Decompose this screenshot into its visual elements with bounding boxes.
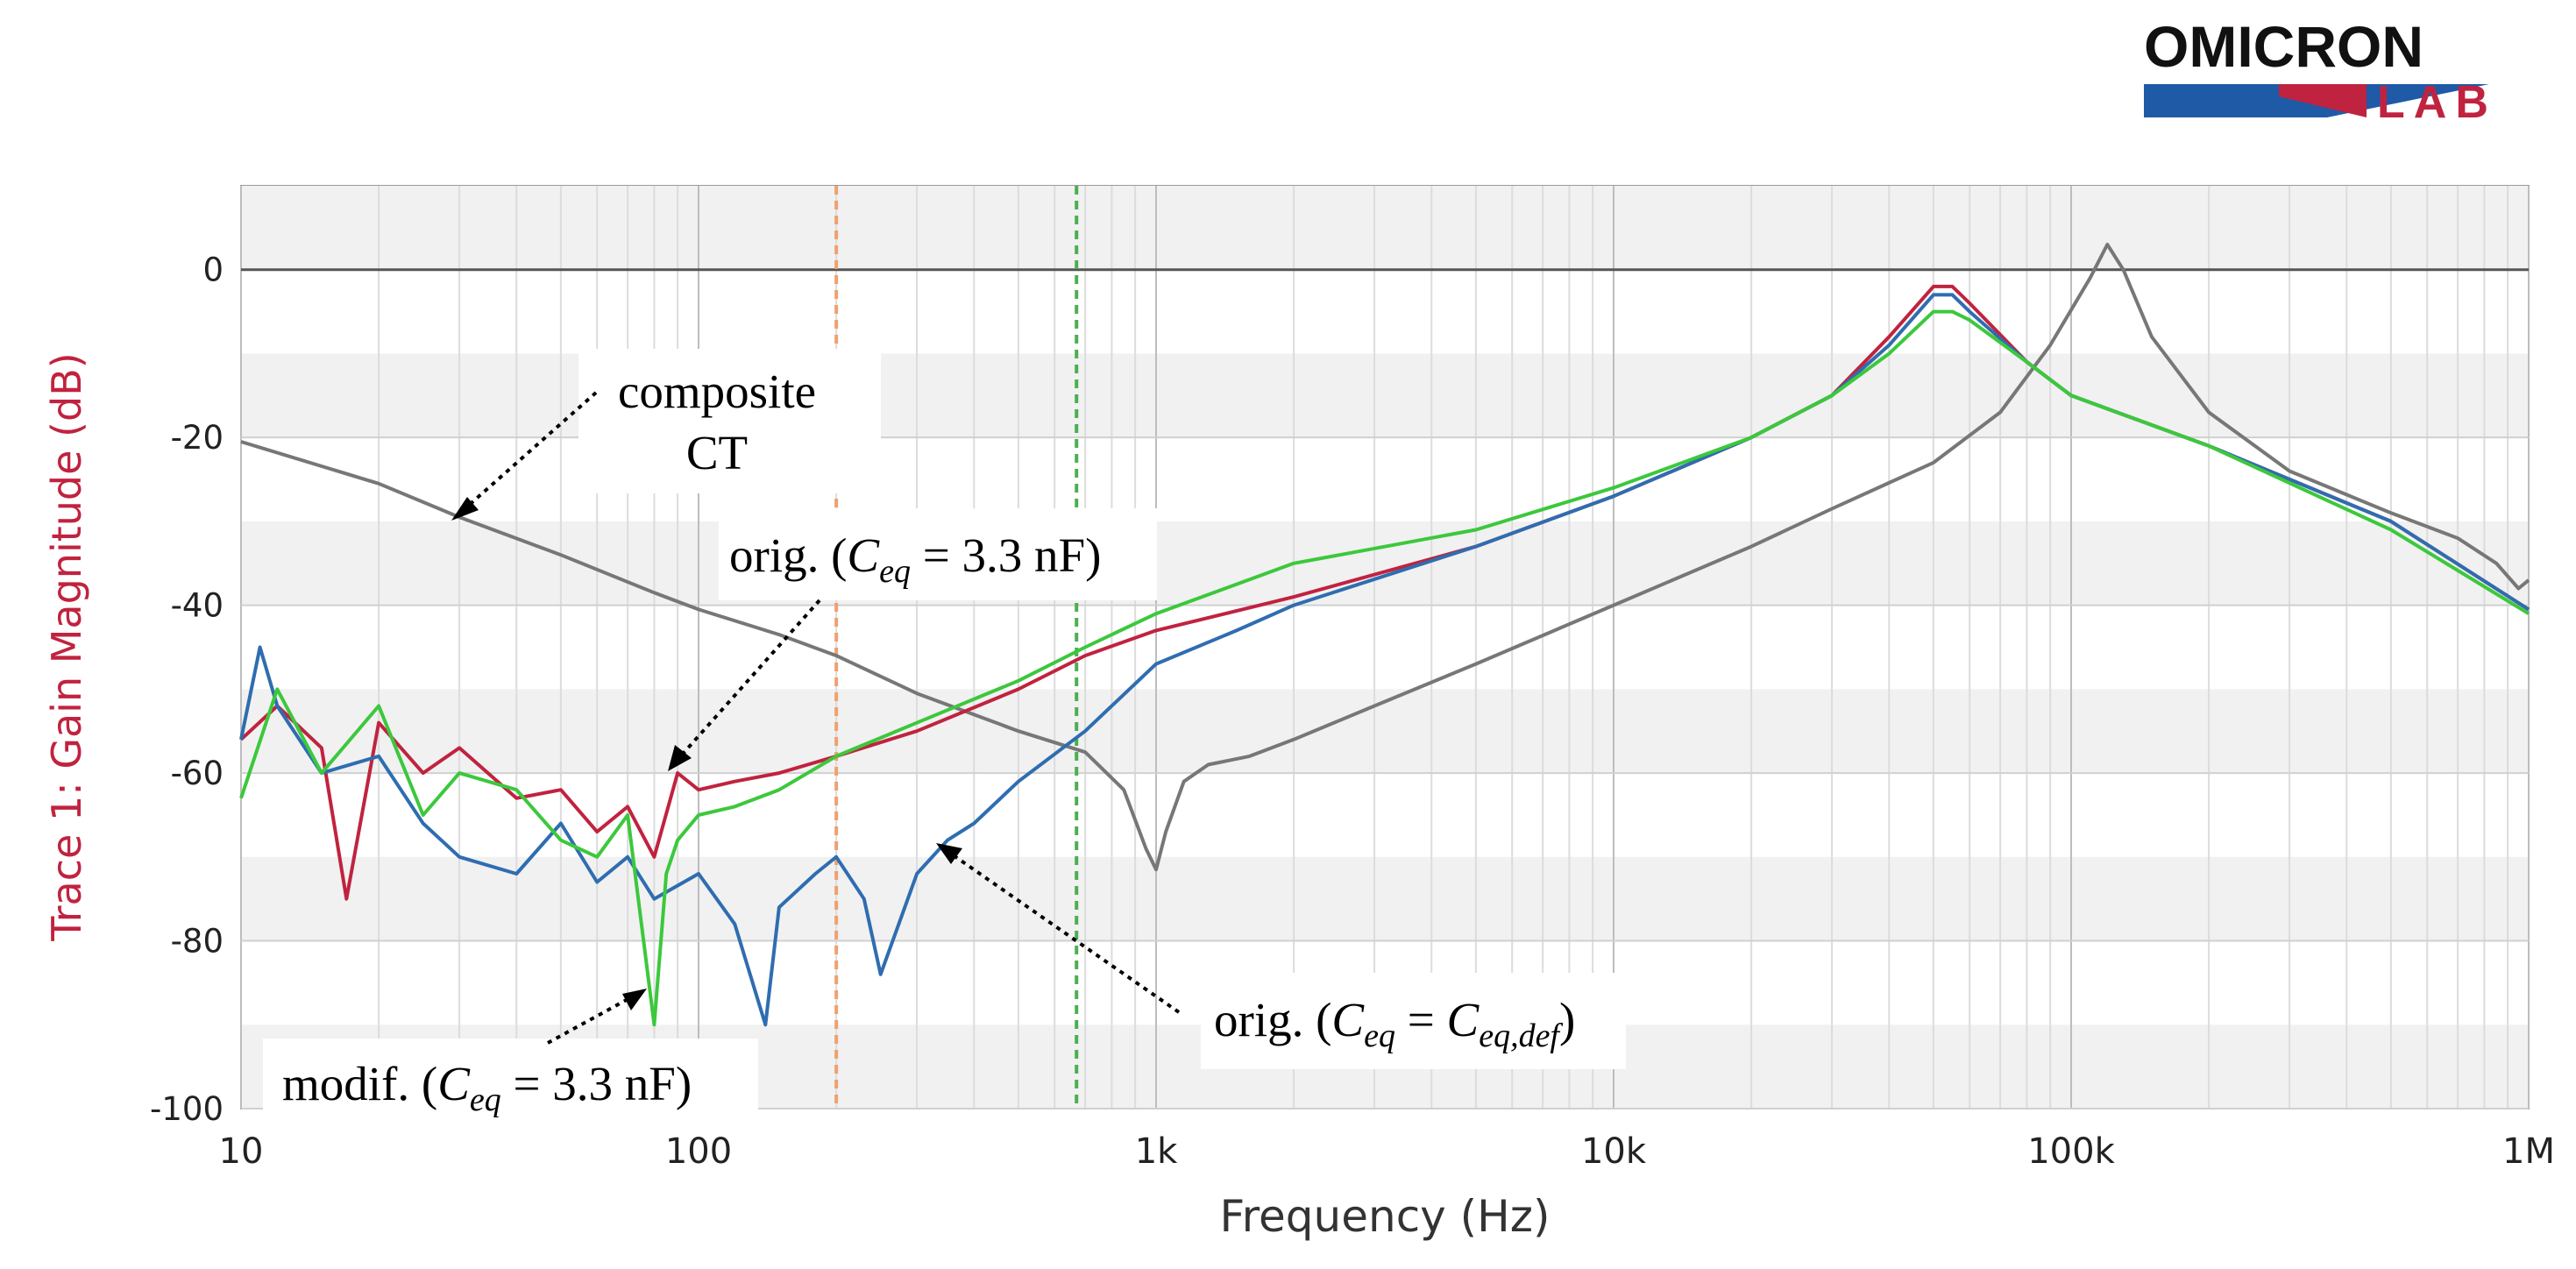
annotation-orig-3-3nf: orig. (Ceq = 3.3 nF) [668,508,1157,771]
x-tick-label: 100k [2027,1131,2115,1172]
plot-background [240,185,2530,1109]
grid-band [241,186,2529,270]
series-group [239,243,2530,1027]
y-tick-label: 0 [202,252,224,289]
arrowhead-icon [451,497,479,521]
annotation-text: orig. (Ceq = 3.3 nF) [729,528,1101,590]
x-tick-label: 10 [219,1131,264,1172]
annotation-composite-ct: composite CT [451,349,881,521]
y-axis-label: Trace 1: Gain Magnitude (dB) [43,352,90,941]
annotation-box [1201,973,1626,1069]
annotation-box [719,508,1157,600]
annotation-text: composite [618,365,816,418]
annotation-arrow [457,391,598,516]
series-line [240,243,2530,872]
y-axis-ticks: 0 -20 -40 -60 -80 -100 [150,252,224,1128]
grid-major [240,186,2530,1109]
y-tick-label: -80 [171,923,224,961]
logo-text-lab: LAB [2377,77,2497,128]
logo-red-band [2279,84,2367,117]
x-axis-ticks: 10 100 1k 10k 100k 1M [219,1131,2555,1172]
y-tick-label: -100 [150,1090,224,1128]
x-tick-label: 10k [1581,1131,1647,1172]
y-tick-label: -60 [171,755,224,792]
cursor-lines [834,186,1079,1109]
annotation-modif-3-3nf: modif. (Ceq = 3.3 nF) [263,989,758,1131]
logo-text-omicron: OMICRON [2144,14,2423,79]
series-line [239,309,2530,1027]
arrowhead-icon [936,843,962,864]
x-axis-label: Frequency (Hz) [1219,1191,1550,1242]
annotation-box [263,1039,758,1131]
x-tick-label: 1M [2502,1131,2555,1172]
arrowhead-icon [622,989,647,1010]
annotation-text: orig. (Ceq = Ceq,def) [1214,993,1575,1054]
annotation-orig-def: orig. (Ceq = Ceq,def) [936,843,1626,1069]
annotation-arrow [547,995,634,1045]
grid-band [241,521,2529,606]
annotation-arrow [675,599,821,762]
plot-area [239,185,2530,1109]
grid-band [241,856,2529,941]
annotation-text: CT [686,426,748,479]
x-tick-label: 1k [1135,1131,1178,1172]
arrowhead-icon [668,745,692,771]
series-line [239,293,2530,1027]
omicron-lab-logo: OMICRON LAB [2144,14,2497,128]
annotation-arrow [947,850,1181,1014]
series-line [239,284,2530,901]
y-tick-label: -20 [171,419,224,457]
annotation-box [578,349,881,493]
x-tick-label: 100 [665,1131,732,1172]
annotation-text: modif. (Ceq = 3.3 nF) [282,1057,692,1118]
y-tick-label: -40 [171,587,224,625]
